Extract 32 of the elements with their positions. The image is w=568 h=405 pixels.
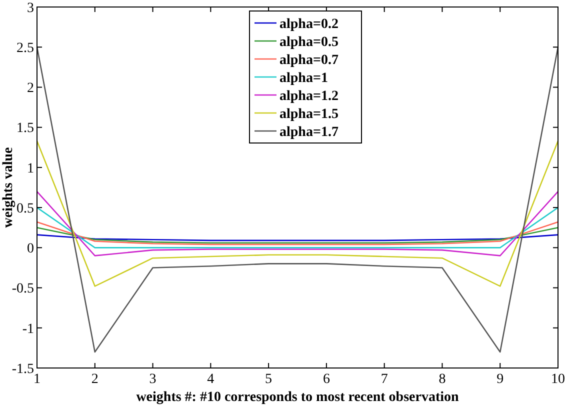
legend-label: alpha=0.2	[280, 16, 338, 32]
y-tick-label: 1	[27, 161, 34, 176]
y-tick-label: 2.5	[16, 41, 34, 56]
y-axis-title: weights value	[1, 147, 16, 228]
legend-label: alpha=0.7	[280, 52, 338, 68]
x-tick-label: 4	[207, 372, 214, 387]
x-tick-label: 7	[380, 372, 388, 387]
legend-label: alpha=1.2	[280, 88, 338, 104]
line-series	[36, 226, 559, 244]
x-tick-label: 3	[149, 372, 156, 387]
x-tick-label: 5	[265, 372, 272, 387]
legend-label: alpha=0.5	[280, 34, 338, 50]
y-tick-label: 2	[27, 81, 34, 96]
x-tick-label: 9	[496, 372, 504, 387]
x-tick-label: 2	[91, 372, 98, 387]
legend-label: alpha=1.5	[280, 106, 338, 122]
y-tick-label: 1.5	[16, 121, 34, 136]
line-series	[36, 221, 559, 246]
line-series	[36, 190, 559, 256]
x-axis-title: weights #: #10 corresponds to most recent observation	[136, 390, 460, 405]
y-tick-label: 0	[27, 242, 34, 257]
y-tick-label: -1.5	[12, 362, 34, 377]
line-series	[36, 140, 559, 287]
x-tick-label: 8	[438, 372, 446, 387]
y-tick-label: -1	[22, 322, 34, 337]
x-tick-label: 6	[322, 372, 330, 387]
legend-label: alpha=1	[280, 70, 328, 86]
y-tick-label: 0.5	[16, 201, 34, 216]
legend-label: alpha=1.7	[280, 124, 338, 140]
y-tick-label: -0.5	[12, 282, 34, 297]
x-tick-label: 10	[551, 372, 565, 387]
y-tick-label: 3	[27, 0, 34, 16]
